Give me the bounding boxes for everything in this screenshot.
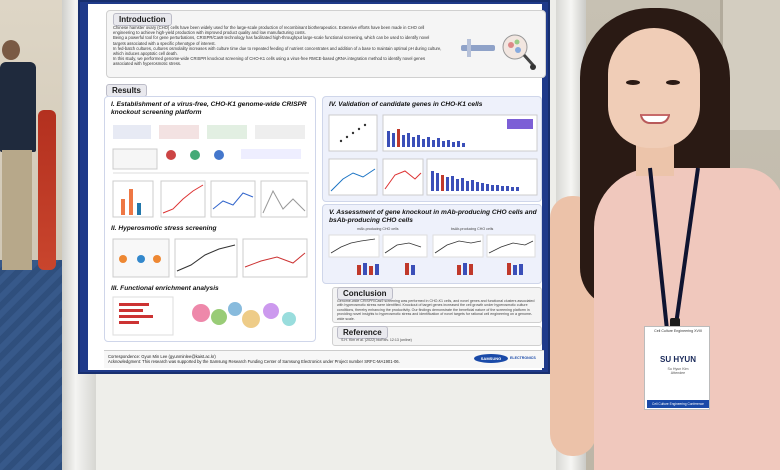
name-badge: Cell Culture Engineering XVIII SU HYUN S… [644,326,710,410]
validation-panel: IV. Validation of candidate genes in CHO… [322,96,542,202]
background-attendee-torso [0,62,36,152]
section-heading: III. Functional enrichment analysis [111,285,219,292]
results-panel-left: I. Establishment of a virus-free, CHO-K1… [104,96,316,342]
badge-bar: Cell Culture Engineering Conference [647,400,709,408]
conclusion-text: Genome-wide CRISPR/Cas9 screening was pe… [337,299,535,321]
section-heading: V. Assessment of gene knockout in mAb-pr… [329,209,537,224]
poster-footer: Correspondence: Gyun Min Lee (gyunminlee… [104,350,544,368]
badge-name: SU HYUN [659,355,696,364]
acknowledgment-line: Acknowledgment: This research was suppor… [108,359,400,365]
enrichment-figure [112,296,296,336]
samsung-logo: SAMSUNG ELECTRONICS [474,354,538,366]
samsung-logo-sub: ELECTRONICS [510,356,536,360]
presenter-blouse [594,168,780,470]
section-heading: II. Hyperosmotic stress screening [111,225,217,232]
reference-section: Reference S.H. Kim et al. (2022) bioRxiv… [332,326,542,346]
intro-text: Chinese hamster ovary (CHO) cells have b… [113,25,443,67]
background-attendee-head [2,40,20,60]
intro-line: Being a powerful tool for gene perturbat… [113,35,430,46]
bsab-label: bsAb-producing CHO cells [451,227,494,231]
reference-title: Reference [337,326,388,339]
poster-content: Introduction Chinese hamster ovary (CHO)… [88,4,546,370]
intro-line: In this study, we performed genome-wide … [113,56,426,67]
screening-workflow-figure [112,125,309,174]
mab-label: mAb-producing CHO cells [357,227,399,231]
presenter-smile [640,114,670,124]
results-band: Results [106,84,546,97]
intro-section: Introduction Chinese hamster ovary (CHO)… [106,10,546,78]
section-heading: I. Establishment of a virus-free, CHO-K1… [111,101,307,116]
badge-details: Su Hyun Kim Attendee [645,367,711,376]
conclusion-section: Conclusion Genome-wide CRISPR/Cas9 scree… [332,287,542,323]
assessment-figure [328,234,536,275]
conclusion-title: Conclusion [337,287,393,300]
intro-title: Introduction [113,13,172,26]
presenter-face [608,28,700,148]
background-attendee-legs [2,150,32,270]
reference-text: S.H. Kim et al. (2022) bioRxiv. 12:13 (o… [341,338,412,342]
footer-text: Correspondence: Gyun Min Lee (gyunminlee… [108,354,468,364]
section-heading: IV. Validation of candidate genes in CHO… [329,101,483,108]
library-plots-figure [112,180,308,218]
background-attendee [0,40,40,280]
badge-role: Attendee [670,371,686,376]
badge-event: Cell Culture Engineering XVIII [654,329,702,333]
stress-screening-figure [112,238,308,278]
badge-fullname: Su Hyun Kim [667,367,689,371]
assessment-panel: V. Assessment of gene knockout in mAb-pr… [322,204,542,284]
intro-line: Chinese hamster ovary (CHO) cells have b… [113,25,425,36]
intro-illustration [461,34,536,70]
lanyard-clip [670,318,680,332]
samsung-logo-mark: SAMSUNG [474,354,508,363]
intro-line: In fed-batch cultures, cultures osmolali… [113,45,442,57]
correspondence-line: Correspondence: Gyun Min Lee (gyunminlee… [108,354,216,359]
presenter-eye-right [666,80,680,85]
presenter: Cell Culture Engineering XVIII SU HYUN S… [540,0,780,470]
presenter-eye-left [626,80,640,85]
background-attendee-red [38,110,56,270]
research-poster: Introduction Chinese hamster ovary (CHO)… [78,0,550,374]
validation-figure [328,114,538,196]
